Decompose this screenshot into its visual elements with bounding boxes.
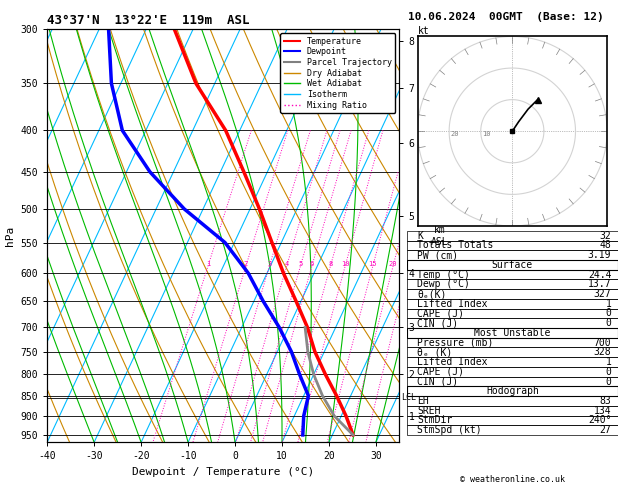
Bar — [407, 386, 618, 396]
Text: Surface: Surface — [492, 260, 533, 270]
Bar — [407, 250, 618, 260]
Bar — [407, 406, 618, 416]
Text: SREH: SREH — [418, 406, 441, 416]
Text: 20: 20 — [451, 131, 459, 137]
Bar — [407, 338, 618, 347]
Text: 327: 327 — [594, 289, 611, 299]
Bar — [407, 416, 618, 425]
Bar — [407, 309, 618, 318]
Text: Totals Totals: Totals Totals — [418, 241, 494, 250]
Text: 0: 0 — [606, 367, 611, 377]
Text: Lifted Index: Lifted Index — [418, 357, 488, 367]
Bar — [407, 396, 618, 406]
Bar — [407, 425, 618, 435]
Text: CIN (J): CIN (J) — [418, 377, 459, 386]
Text: 0: 0 — [606, 318, 611, 328]
Text: CAPE (J): CAPE (J) — [418, 309, 464, 318]
Text: 3: 3 — [267, 261, 272, 267]
Text: © weatheronline.co.uk: © weatheronline.co.uk — [460, 475, 565, 484]
Text: 83: 83 — [599, 396, 611, 406]
Text: Pressure (mb): Pressure (mb) — [418, 338, 494, 347]
Text: Dewp (°C): Dewp (°C) — [418, 279, 470, 289]
Bar — [407, 299, 618, 309]
Text: Hodograph: Hodograph — [486, 386, 539, 396]
Text: 240°: 240° — [588, 416, 611, 425]
Text: Lifted Index: Lifted Index — [418, 299, 488, 309]
Text: 1: 1 — [606, 357, 611, 367]
Bar — [407, 367, 618, 377]
Text: 134: 134 — [594, 406, 611, 416]
Text: 10: 10 — [482, 131, 491, 137]
Text: 328: 328 — [594, 347, 611, 357]
Text: 4: 4 — [284, 261, 289, 267]
Bar — [407, 260, 618, 270]
Text: 10.06.2024  00GMT  (Base: 12): 10.06.2024 00GMT (Base: 12) — [408, 13, 603, 22]
Text: 0: 0 — [606, 377, 611, 386]
Bar — [407, 289, 618, 299]
Text: EH: EH — [418, 396, 429, 406]
Text: 20: 20 — [389, 261, 398, 267]
Text: StmSpd (kt): StmSpd (kt) — [418, 425, 482, 435]
X-axis label: Dewpoint / Temperature (°C): Dewpoint / Temperature (°C) — [132, 467, 314, 477]
Legend: Temperature, Dewpoint, Parcel Trajectory, Dry Adiabat, Wet Adiabat, Isotherm, Mi: Temperature, Dewpoint, Parcel Trajectory… — [281, 34, 395, 113]
Text: 1: 1 — [606, 299, 611, 309]
Bar — [407, 241, 618, 250]
Text: CIN (J): CIN (J) — [418, 318, 459, 328]
Bar — [407, 377, 618, 386]
Text: 700: 700 — [594, 338, 611, 347]
Text: 24.4: 24.4 — [588, 270, 611, 279]
Text: kt: kt — [418, 26, 430, 35]
Text: 0: 0 — [606, 309, 611, 318]
Text: 13.7: 13.7 — [588, 279, 611, 289]
Text: θₑ(K): θₑ(K) — [418, 289, 447, 299]
Text: 8: 8 — [328, 261, 333, 267]
Text: Temp (°C): Temp (°C) — [418, 270, 470, 279]
Bar — [407, 279, 618, 289]
Text: 6: 6 — [310, 261, 314, 267]
Text: PW (cm): PW (cm) — [418, 250, 459, 260]
Y-axis label: km
ASL: km ASL — [430, 225, 448, 246]
Text: 2: 2 — [244, 261, 248, 267]
Text: 27: 27 — [599, 425, 611, 435]
Text: StmDir: StmDir — [418, 416, 453, 425]
Y-axis label: hPa: hPa — [5, 226, 15, 246]
Bar — [407, 318, 618, 328]
Bar — [407, 270, 618, 279]
Text: K: K — [418, 231, 423, 241]
Text: θₑ (K): θₑ (K) — [418, 347, 453, 357]
Text: CAPE (J): CAPE (J) — [418, 367, 464, 377]
Text: LCL: LCL — [401, 393, 416, 402]
Text: 43°37'N  13°22'E  119m  ASL: 43°37'N 13°22'E 119m ASL — [47, 14, 250, 27]
Text: Most Unstable: Most Unstable — [474, 328, 550, 338]
Bar — [407, 347, 618, 357]
Text: 48: 48 — [599, 241, 611, 250]
Bar — [407, 357, 618, 367]
Text: 15: 15 — [369, 261, 377, 267]
Bar — [407, 328, 618, 338]
Text: 10: 10 — [341, 261, 350, 267]
Text: 1: 1 — [206, 261, 210, 267]
Text: 5: 5 — [298, 261, 303, 267]
Bar — [407, 231, 618, 241]
Text: 3.19: 3.19 — [588, 250, 611, 260]
Text: 32: 32 — [599, 231, 611, 241]
